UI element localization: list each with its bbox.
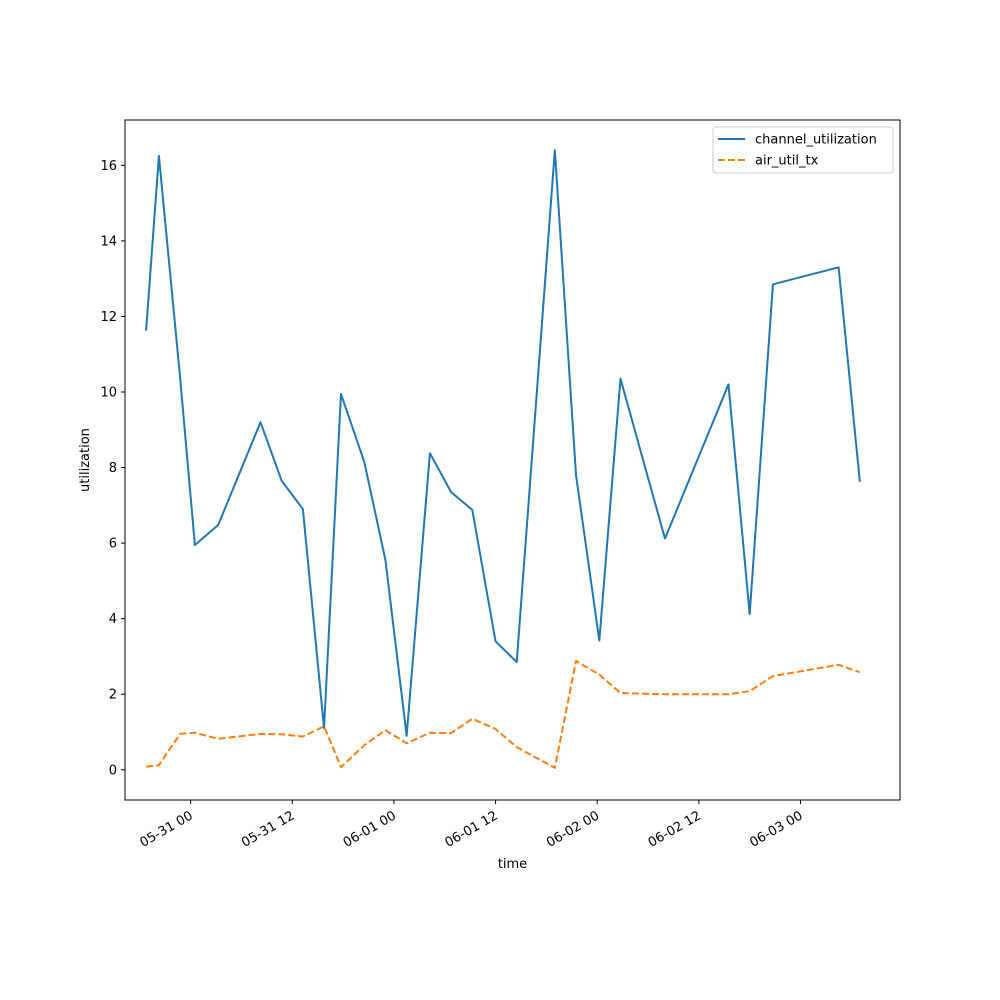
data-point-air_util_tx-1	[158, 764, 160, 766]
data-point-air_util_tx-22	[664, 693, 666, 695]
y-tick-label: 14	[100, 234, 117, 249]
series-line-channel_utilization	[145, 149, 861, 737]
data-point-air_util_tx-23	[727, 693, 729, 695]
y-tick-label: 6	[109, 537, 117, 552]
data-point-channel_utilization-2	[179, 376, 181, 378]
y-tick-label: 0	[109, 763, 117, 778]
data-point-channel_utilization-16	[495, 640, 497, 642]
y-tick-label: 16	[100, 159, 117, 174]
data-point-air_util_tx-12	[406, 742, 408, 744]
data-point-air_util_tx-25	[772, 675, 774, 677]
data-point-channel_utilization-0	[145, 329, 147, 331]
series-lines	[145, 149, 861, 769]
data-point-air_util_tx-3	[194, 732, 196, 734]
data-point-channel_utilization-14	[450, 491, 452, 493]
data-point-channel_utilization-1	[158, 155, 160, 157]
data-point-air_util_tx-15	[471, 718, 473, 720]
data-point-air_util_tx-14	[450, 732, 452, 734]
data-point-channel_utilization-5	[260, 421, 262, 423]
data-point-channel_utilization-22	[664, 538, 666, 540]
data-point-air_util_tx-26	[838, 664, 840, 666]
data-point-air_util_tx-11	[384, 729, 386, 731]
y-tick-label: 12	[100, 310, 117, 325]
data-point-air_util_tx-16	[495, 728, 497, 730]
data-point-air_util_tx-27	[859, 671, 861, 673]
data-point-channel_utilization-15	[471, 509, 473, 511]
plot-frame	[124, 119, 901, 801]
data-point-air_util_tx-9	[340, 766, 342, 768]
data-point-channel_utilization-3	[194, 544, 196, 546]
data-point-channel_utilization-19	[575, 474, 577, 476]
data-point-channel_utilization-13	[429, 452, 431, 454]
data-point-channel_utilization-25	[772, 283, 774, 285]
data-point-air_util_tx-24	[749, 690, 751, 692]
data-point-air_util_tx-6	[281, 733, 283, 735]
data-point-channel_utilization-26	[838, 266, 840, 268]
legend-box	[712, 126, 894, 174]
data-point-channel_utilization-7	[302, 508, 304, 510]
data-point-channel_utilization-23	[727, 383, 729, 385]
legend: channel_utilization air_util_tx	[712, 126, 894, 174]
y-tick-label: 4	[109, 612, 117, 627]
y-tick-label: 8	[109, 461, 117, 476]
data-point-air_util_tx-13	[429, 732, 431, 734]
data-point-air_util_tx-10	[363, 744, 365, 746]
data-point-air_util_tx-0	[145, 766, 147, 768]
data-point-channel_utilization-10	[363, 461, 365, 463]
legend-label-air_util_tx: air_util_tx	[755, 154, 819, 169]
y-tick-label: 10	[100, 386, 117, 401]
data-point-channel_utilization-6	[281, 480, 283, 482]
data-point-air_util_tx-7	[302, 736, 304, 738]
data-point-channel_utilization-21	[619, 378, 621, 380]
legend-label-channel_utilization: channel_utilization	[755, 133, 877, 148]
data-point-channel_utilization-4	[217, 524, 219, 526]
data-point-channel_utilization-24	[749, 613, 751, 615]
data-point-channel_utilization-18	[554, 149, 556, 151]
data-point-channel_utilization-11	[384, 559, 386, 561]
data-point-air_util_tx-20	[598, 674, 600, 676]
y-tick-label: 2	[109, 688, 117, 703]
y-axis-label: utilization	[78, 428, 93, 492]
data-point-air_util_tx-18	[554, 767, 556, 769]
data-point-channel_utilization-17	[516, 661, 518, 663]
data-point-air_util_tx-8	[323, 725, 325, 727]
data-point-channel_utilization-9	[340, 393, 342, 395]
x-axis-label: time	[498, 857, 527, 872]
data-point-air_util_tx-2	[179, 733, 181, 735]
data-point-air_util_tx-4	[217, 738, 219, 740]
data-point-air_util_tx-21	[619, 692, 621, 694]
data-point-channel_utilization-27	[859, 480, 861, 482]
data-point-air_util_tx-5	[260, 733, 262, 735]
data-point-channel_utilization-12	[406, 735, 408, 737]
data-point-air_util_tx-19	[575, 660, 577, 662]
data-point-air_util_tx-17	[516, 746, 518, 748]
series-line-air_util_tx	[146, 659, 861, 769]
data-point-channel_utilization-20	[598, 640, 600, 642]
y-axis: 0 2 4 6 8 10 12 14 16	[100, 159, 125, 778]
